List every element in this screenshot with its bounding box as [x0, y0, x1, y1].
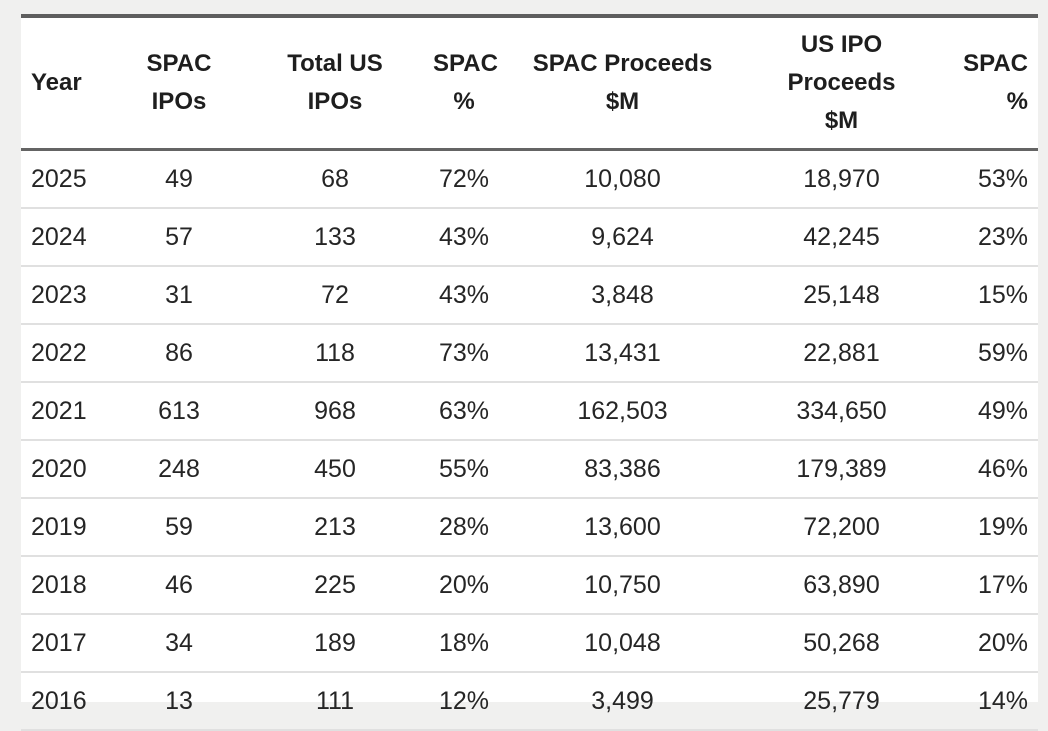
cell-year: 2018	[21, 556, 111, 615]
cell-year: 2025	[21, 149, 111, 209]
cell-total-us-ipos: 225	[247, 556, 423, 615]
page: { "style": { "page_background": "#f0f0ef…	[21, 14, 1038, 731]
header-cell-year: Year	[21, 18, 111, 151]
cell-spac-proceeds: 13,431	[505, 324, 740, 383]
cell-spac-proceeds: 9,624	[505, 208, 740, 267]
cell-spac-ipos: 86	[111, 324, 247, 383]
cell-spac-pct-proceeds: 46%	[943, 440, 1038, 499]
cell-us-ipo-proceeds: 50,268	[740, 614, 943, 673]
cell-spac-pct-count: 43%	[423, 266, 505, 325]
cell-year: 2020	[21, 440, 111, 499]
cell-spac-ipos: 46	[111, 556, 247, 615]
cell-us-ipo-proceeds: 334,650	[740, 382, 943, 441]
header-cell-spac-ipos: SPAC IPOs	[111, 18, 247, 151]
cell-spac-ipos: 34	[111, 614, 247, 673]
cell-year: 2024	[21, 208, 111, 267]
cell-spac-pct-proceeds: 20%	[943, 614, 1038, 673]
cell-total-us-ipos: 68	[247, 149, 423, 209]
cell-total-us-ipos: 450	[247, 440, 423, 499]
cell-year: 2017	[21, 614, 111, 673]
table-row: 2022 86 118 73% 13,431 22,881 59%	[21, 324, 1038, 383]
cell-us-ipo-proceeds: 22,881	[740, 324, 943, 383]
cell-spac-proceeds: 3,848	[505, 266, 740, 325]
header-cell-spac-proceeds: SPAC Proceeds $M	[505, 18, 740, 151]
cell-total-us-ipos: 968	[247, 382, 423, 441]
cell-total-us-ipos: 213	[247, 498, 423, 557]
cell-spac-pct-count: 72%	[423, 149, 505, 209]
cell-total-us-ipos: 133	[247, 208, 423, 267]
cell-year: 2019	[21, 498, 111, 557]
cell-spac-proceeds: 10,080	[505, 149, 740, 209]
cell-spac-pct-count: 12%	[423, 672, 505, 731]
cell-spac-ipos: 49	[111, 149, 247, 209]
cell-spac-pct-proceeds: 15%	[943, 266, 1038, 325]
spac-ipo-table-container: Year SPAC IPOs Total US IPOs SPAC % SPAC…	[21, 14, 1038, 731]
cell-year: 2021	[21, 382, 111, 441]
cell-spac-proceeds: 162,503	[505, 382, 740, 441]
cell-spac-ipos: 613	[111, 382, 247, 441]
cell-spac-proceeds: 10,750	[505, 556, 740, 615]
cell-year: 2023	[21, 266, 111, 325]
cell-spac-pct-count: 73%	[423, 324, 505, 383]
cell-us-ipo-proceeds: 72,200	[740, 498, 943, 557]
header-cell-spac-pct-proceeds: SPAC %	[943, 18, 1038, 151]
cell-year: 2022	[21, 324, 111, 383]
cell-us-ipo-proceeds: 25,779	[740, 672, 943, 731]
cell-total-us-ipos: 72	[247, 266, 423, 325]
cell-spac-pct-count: 18%	[423, 614, 505, 673]
table-row: 2023 31 72 43% 3,848 25,148 15%	[21, 266, 1038, 325]
cell-year: 2016	[21, 672, 111, 731]
table-row: 2019 59 213 28% 13,600 72,200 19%	[21, 498, 1038, 557]
table-header-row: Year SPAC IPOs Total US IPOs SPAC % SPAC…	[21, 18, 1038, 151]
cell-spac-pct-count: 63%	[423, 382, 505, 441]
cell-spac-ipos: 59	[111, 498, 247, 557]
cell-spac-ipos: 31	[111, 266, 247, 325]
header-cell-us-ipo-proceeds: US IPO Proceeds $M	[740, 18, 943, 151]
table-row: 2025 49 68 72% 10,080 18,970 53%	[21, 149, 1038, 209]
cell-spac-pct-count: 43%	[423, 208, 505, 267]
header-cell-total-us-ipos: Total US IPOs	[247, 18, 423, 151]
cell-spac-pct-count: 28%	[423, 498, 505, 557]
cell-spac-proceeds: 83,386	[505, 440, 740, 499]
table-row: 2021 613 968 63% 162,503 334,650 49%	[21, 382, 1038, 441]
cell-spac-ipos: 57	[111, 208, 247, 267]
cell-us-ipo-proceeds: 42,245	[740, 208, 943, 267]
cell-us-ipo-proceeds: 63,890	[740, 556, 943, 615]
header-cell-spac-pct-count: SPAC %	[423, 18, 505, 151]
cell-us-ipo-proceeds: 25,148	[740, 266, 943, 325]
cell-spac-pct-proceeds: 59%	[943, 324, 1038, 383]
table-row: 2016 13 111 12% 3,499 25,779 14%	[21, 672, 1038, 731]
cell-spac-proceeds: 10,048	[505, 614, 740, 673]
cell-spac-pct-proceeds: 19%	[943, 498, 1038, 557]
cell-spac-ipos: 248	[111, 440, 247, 499]
cell-spac-pct-proceeds: 14%	[943, 672, 1038, 731]
cell-spac-proceeds: 3,499	[505, 672, 740, 731]
cell-spac-proceeds: 13,600	[505, 498, 740, 557]
cell-spac-pct-proceeds: 17%	[943, 556, 1038, 615]
cell-spac-pct-count: 55%	[423, 440, 505, 499]
cell-total-us-ipos: 189	[247, 614, 423, 673]
table-row: 2018 46 225 20% 10,750 63,890 17%	[21, 556, 1038, 615]
cell-total-us-ipos: 111	[247, 672, 423, 731]
table-row: 2024 57 133 43% 9,624 42,245 23%	[21, 208, 1038, 267]
table-row: 2020 248 450 55% 83,386 179,389 46%	[21, 440, 1038, 499]
cell-us-ipo-proceeds: 179,389	[740, 440, 943, 499]
cell-spac-pct-proceeds: 53%	[943, 149, 1038, 209]
cell-spac-ipos: 13	[111, 672, 247, 731]
cell-spac-pct-proceeds: 49%	[943, 382, 1038, 441]
cell-total-us-ipos: 118	[247, 324, 423, 383]
cell-spac-pct-proceeds: 23%	[943, 208, 1038, 267]
cell-us-ipo-proceeds: 18,970	[740, 149, 943, 209]
cell-spac-pct-count: 20%	[423, 556, 505, 615]
spac-ipo-table: Year SPAC IPOs Total US IPOs SPAC % SPAC…	[21, 18, 1038, 731]
table-row: 2017 34 189 18% 10,048 50,268 20%	[21, 614, 1038, 673]
